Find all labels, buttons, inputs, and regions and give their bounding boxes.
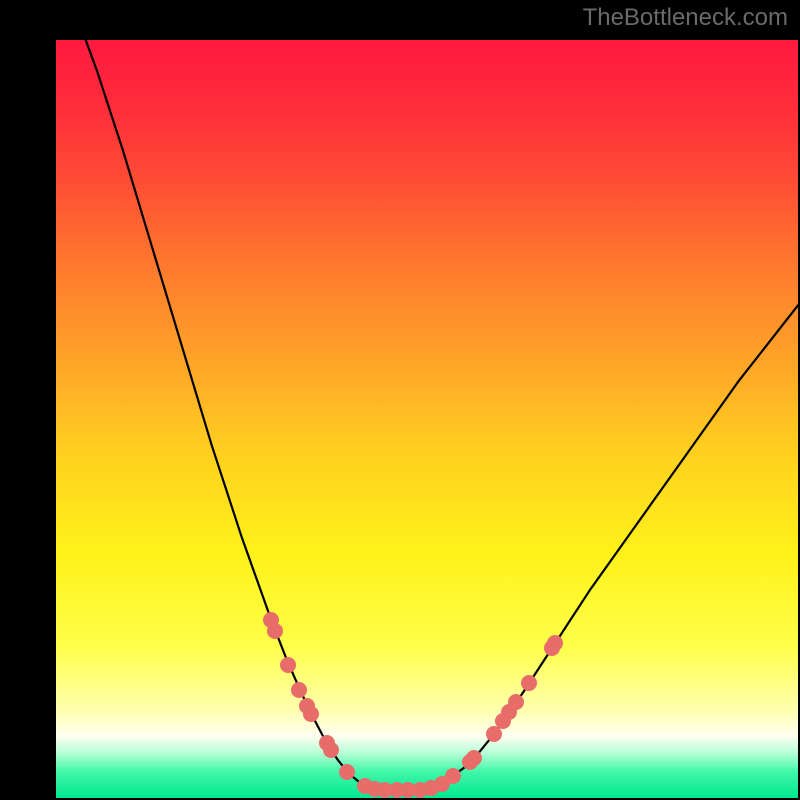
marker-dot: [267, 623, 283, 639]
marker-dot: [339, 764, 355, 780]
bottleneck-curve: [56, 40, 798, 798]
marker-dot: [521, 675, 537, 691]
marker-dot: [291, 682, 307, 698]
watermark-text: TheBottleneck.com: [583, 4, 788, 32]
marker-dot: [508, 694, 524, 710]
marker-dot: [445, 768, 461, 784]
marker-dot: [466, 750, 482, 766]
plot-area: [56, 40, 798, 798]
marker-dot: [303, 706, 319, 722]
marker-dot: [486, 726, 502, 742]
marker-dot: [547, 635, 563, 651]
marker-dot: [280, 657, 296, 673]
marker-dot: [323, 742, 339, 758]
